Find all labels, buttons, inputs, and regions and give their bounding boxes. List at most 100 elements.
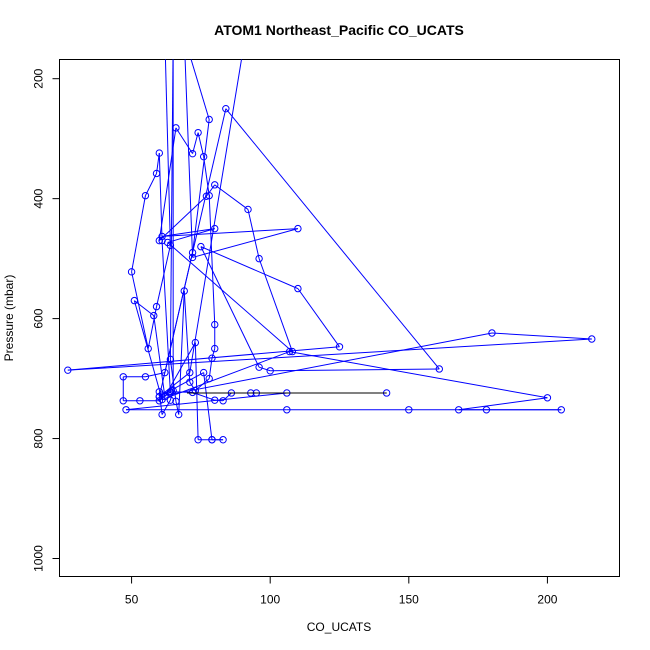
data-point: [175, 410, 183, 419]
data-point: [205, 191, 213, 200]
data-point: [194, 128, 202, 137]
data-point: [211, 181, 219, 189]
plot-frame: [59, 59, 620, 577]
plot-area: [64, 34, 596, 444]
data-point: [172, 124, 180, 132]
x-axis: 50 100 150 200: [125, 576, 558, 607]
data-point: [170, 34, 176, 40]
series-segment: [167, 228, 215, 243]
series-segment: [158, 108, 227, 397]
data-point: [180, 287, 188, 295]
data-point: [335, 343, 344, 351]
series-segment: [225, 108, 440, 370]
series-segment: [125, 392, 287, 411]
data-point: [150, 311, 158, 320]
data-point: [202, 192, 211, 200]
series-segment: [211, 348, 216, 359]
x-tick-label-50: 50: [125, 593, 139, 607]
data-point: [199, 368, 208, 377]
data-point: [158, 232, 166, 241]
data-point: [222, 104, 230, 113]
data-point: [283, 406, 291, 414]
x-tick-label-150: 150: [399, 593, 419, 607]
data-point: [435, 365, 444, 373]
data-point: [155, 149, 164, 157]
series-segment: [144, 173, 157, 196]
data-point: [64, 366, 72, 374]
series-segment: [206, 184, 216, 197]
series-segment: [491, 332, 592, 340]
data-point: [488, 329, 496, 337]
data-point: [161, 392, 169, 401]
data-point: [158, 410, 166, 419]
data-point: [285, 347, 294, 356]
y-tick-label-600: 600: [32, 308, 46, 328]
data-point: [294, 224, 302, 233]
data-point: [152, 169, 161, 178]
data-point: [162, 34, 168, 40]
series-segment: [158, 127, 177, 241]
data-point: [543, 394, 552, 402]
data-point: [208, 436, 216, 444]
data-point: [161, 368, 169, 377]
data-point: [172, 397, 180, 406]
data-point: [144, 344, 152, 353]
series-segment: [175, 401, 180, 415]
data-point: [194, 436, 202, 444]
data-point: [455, 406, 463, 414]
series-segment: [156, 245, 171, 307]
series-segment: [192, 119, 210, 253]
series-segment: [203, 372, 213, 440]
series-segment: [197, 132, 205, 157]
series-segment: [208, 195, 216, 325]
series-segment: [162, 228, 298, 237]
data-point: [219, 397, 227, 405]
x-axis-label: CO_UCATS: [307, 620, 371, 634]
data-point: [188, 388, 197, 397]
data-point: [211, 224, 219, 233]
data-point: [188, 149, 197, 158]
data-point: [208, 354, 216, 362]
y-axis: 200 400 600 800 1000: [32, 68, 60, 572]
data-point: [219, 436, 227, 444]
data-point: [288, 347, 297, 356]
data-point: [405, 406, 413, 414]
data-point: [188, 253, 197, 262]
series-segment: [164, 59, 171, 246]
y-axis-label: Pressure (mbar): [2, 275, 16, 362]
data-point: [186, 368, 194, 377]
series-segment: [133, 300, 163, 400]
y-tick-label-1000: 1000: [32, 545, 46, 572]
data-point: [141, 191, 150, 200]
data-point: [122, 406, 130, 414]
data-point: [244, 205, 252, 214]
data-point: [119, 373, 127, 381]
series-segment: [184, 59, 194, 258]
series-segment: [169, 59, 174, 360]
data-point: [163, 238, 172, 247]
series-segment: [162, 228, 215, 237]
series-segment: [147, 306, 158, 349]
data-point: [211, 396, 219, 404]
data-point: [557, 406, 565, 414]
series-segment: [131, 271, 149, 349]
series-segment: [297, 288, 340, 348]
x-tick-label-100: 100: [260, 593, 280, 607]
series-segment: [67, 346, 340, 371]
data-point: [211, 320, 219, 329]
series-segment: [190, 59, 210, 120]
series-segment: [175, 127, 193, 154]
series-segment: [258, 366, 271, 372]
data-point: [588, 335, 596, 343]
series-segment: [153, 315, 166, 397]
data-point: [199, 152, 208, 161]
series-segment: [161, 399, 171, 415]
series-segment: [159, 372, 204, 398]
series-segment: [134, 300, 155, 316]
y-tick-label-400: 400: [32, 188, 46, 208]
data-point: [155, 388, 164, 396]
data-point: [152, 302, 161, 311]
series-segment: [289, 351, 548, 399]
data-point: [255, 254, 263, 263]
